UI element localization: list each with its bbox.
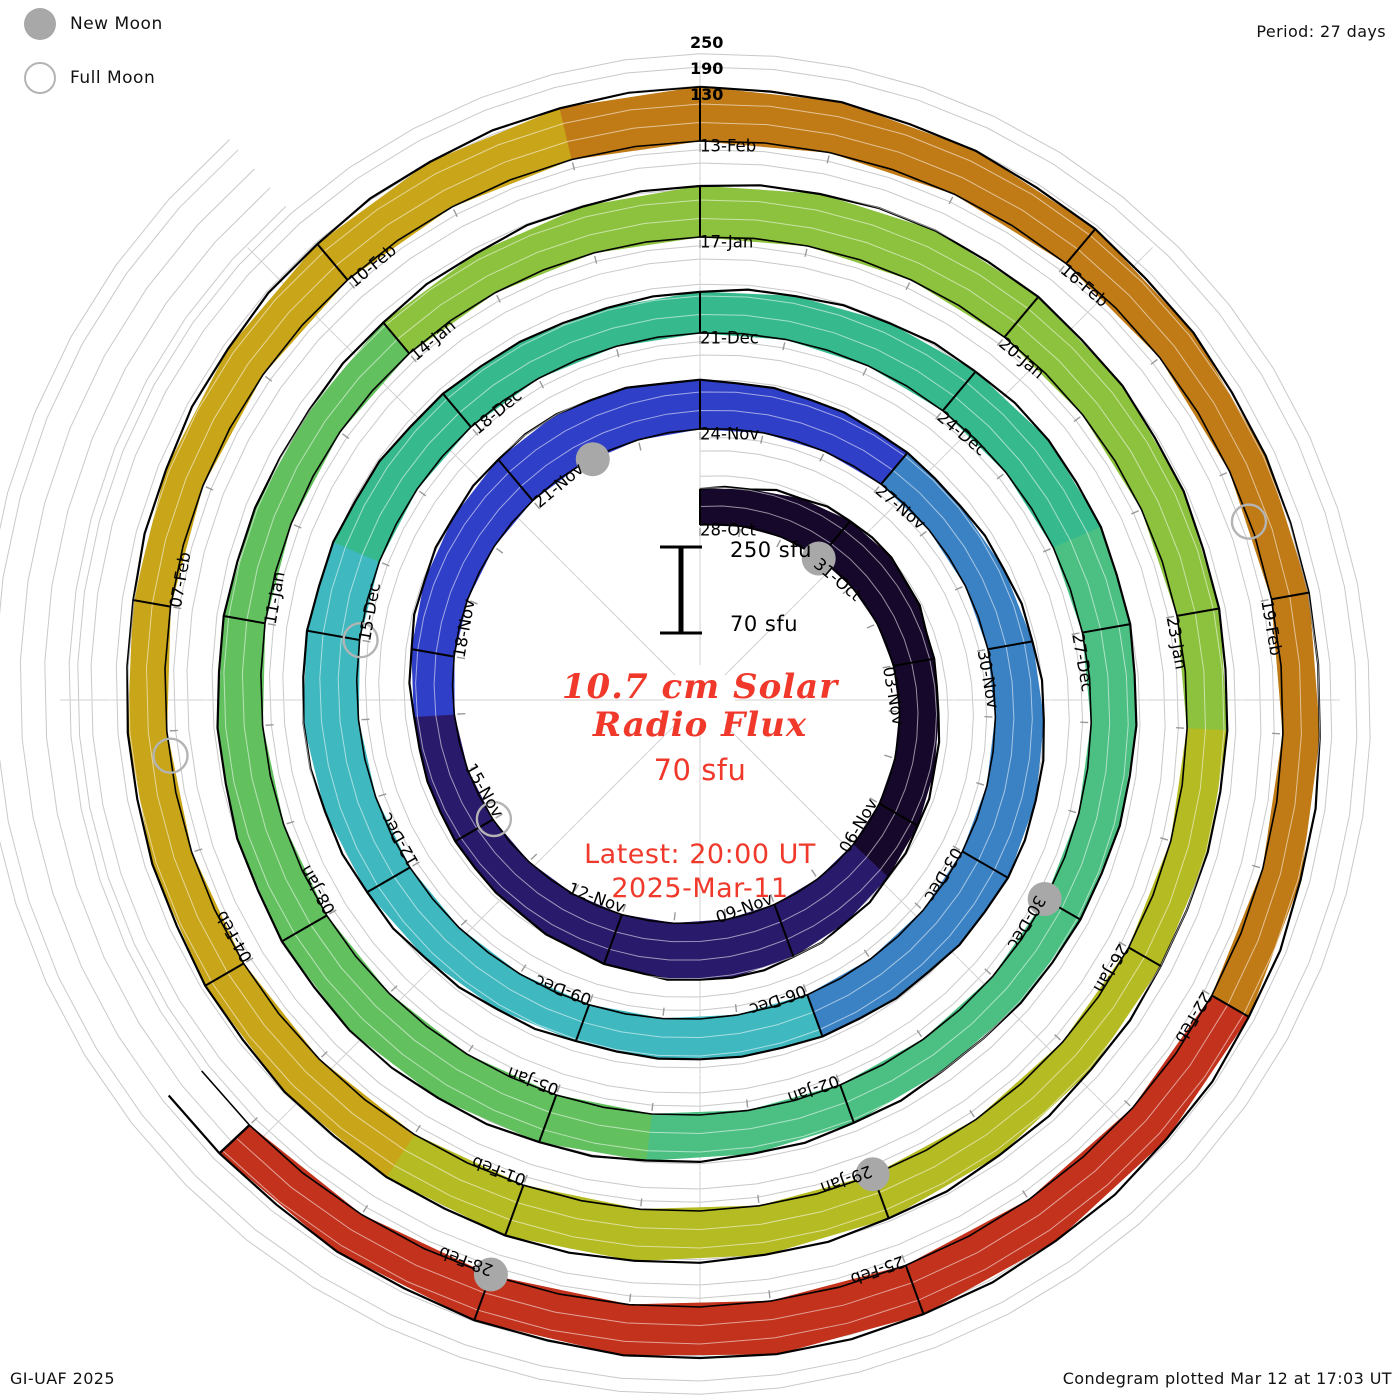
- scale-bar-bottom-label: 70 sfu: [730, 612, 799, 636]
- radial-tick-130: 130: [690, 85, 724, 104]
- radial-scale-ticks: 250 190 130: [690, 30, 723, 108]
- radial-tick-250: 250: [690, 33, 724, 52]
- new-moon-marker: [855, 1157, 890, 1192]
- full-moon-marker: [1230, 503, 1268, 540]
- credit-left: GI-UAF 2025: [10, 1369, 115, 1388]
- date-label: 28-Oct: [700, 521, 756, 540]
- chart-title-line-1: 10.7 cm Solar: [561, 667, 839, 707]
- moon-phase-markers: [152, 442, 1268, 1292]
- legend-new-moon-label: New Moon: [70, 14, 163, 34]
- latest-date: 2025-Mar-11: [611, 873, 789, 904]
- open-circle-icon: [24, 62, 56, 94]
- legend-full-moon-label: Full Moon: [70, 68, 156, 88]
- new-moon-marker: [1027, 882, 1062, 916]
- new-moon-marker: [473, 1257, 508, 1292]
- full-moon-marker: [475, 800, 513, 838]
- date-label: 13-Feb: [700, 137, 756, 156]
- date-label: 24-Nov: [700, 425, 759, 444]
- date-label: 21-Dec: [700, 329, 759, 348]
- legend-new-moon: New Moon: [24, 8, 163, 40]
- legend-full-moon: Full Moon: [24, 62, 155, 94]
- day-tick-marks: [133, 86, 1309, 1321]
- chart-title-line-2: Radio Flux: [592, 705, 808, 745]
- full-moon-marker: [342, 621, 379, 659]
- scale-bar: 250 sfu 70 sfu: [430, 538, 970, 640]
- current-value: 70 sfu: [653, 753, 747, 787]
- new-moon-marker: [801, 541, 836, 576]
- scale-bar-icon: [660, 545, 702, 635]
- scale-bar-top-label: 250 sfu: [730, 538, 812, 562]
- full-moon-marker: [152, 737, 189, 774]
- latest-time: Latest: 20:00 UT: [584, 839, 816, 870]
- credit-right: Condegram plotted Mar 12 at 17:03 UT: [1062, 1369, 1392, 1388]
- new-moon-marker: [575, 442, 610, 477]
- period-note: Period: 27 days: [1256, 22, 1386, 41]
- date-label: 17-Jan: [700, 233, 753, 252]
- filled-circle-icon: [24, 8, 56, 40]
- radial-tick-190: 190: [690, 59, 724, 78]
- center-annotation: 250 sfu 70 sfu 10.7 cm Solar Radio Flux …: [430, 538, 970, 906]
